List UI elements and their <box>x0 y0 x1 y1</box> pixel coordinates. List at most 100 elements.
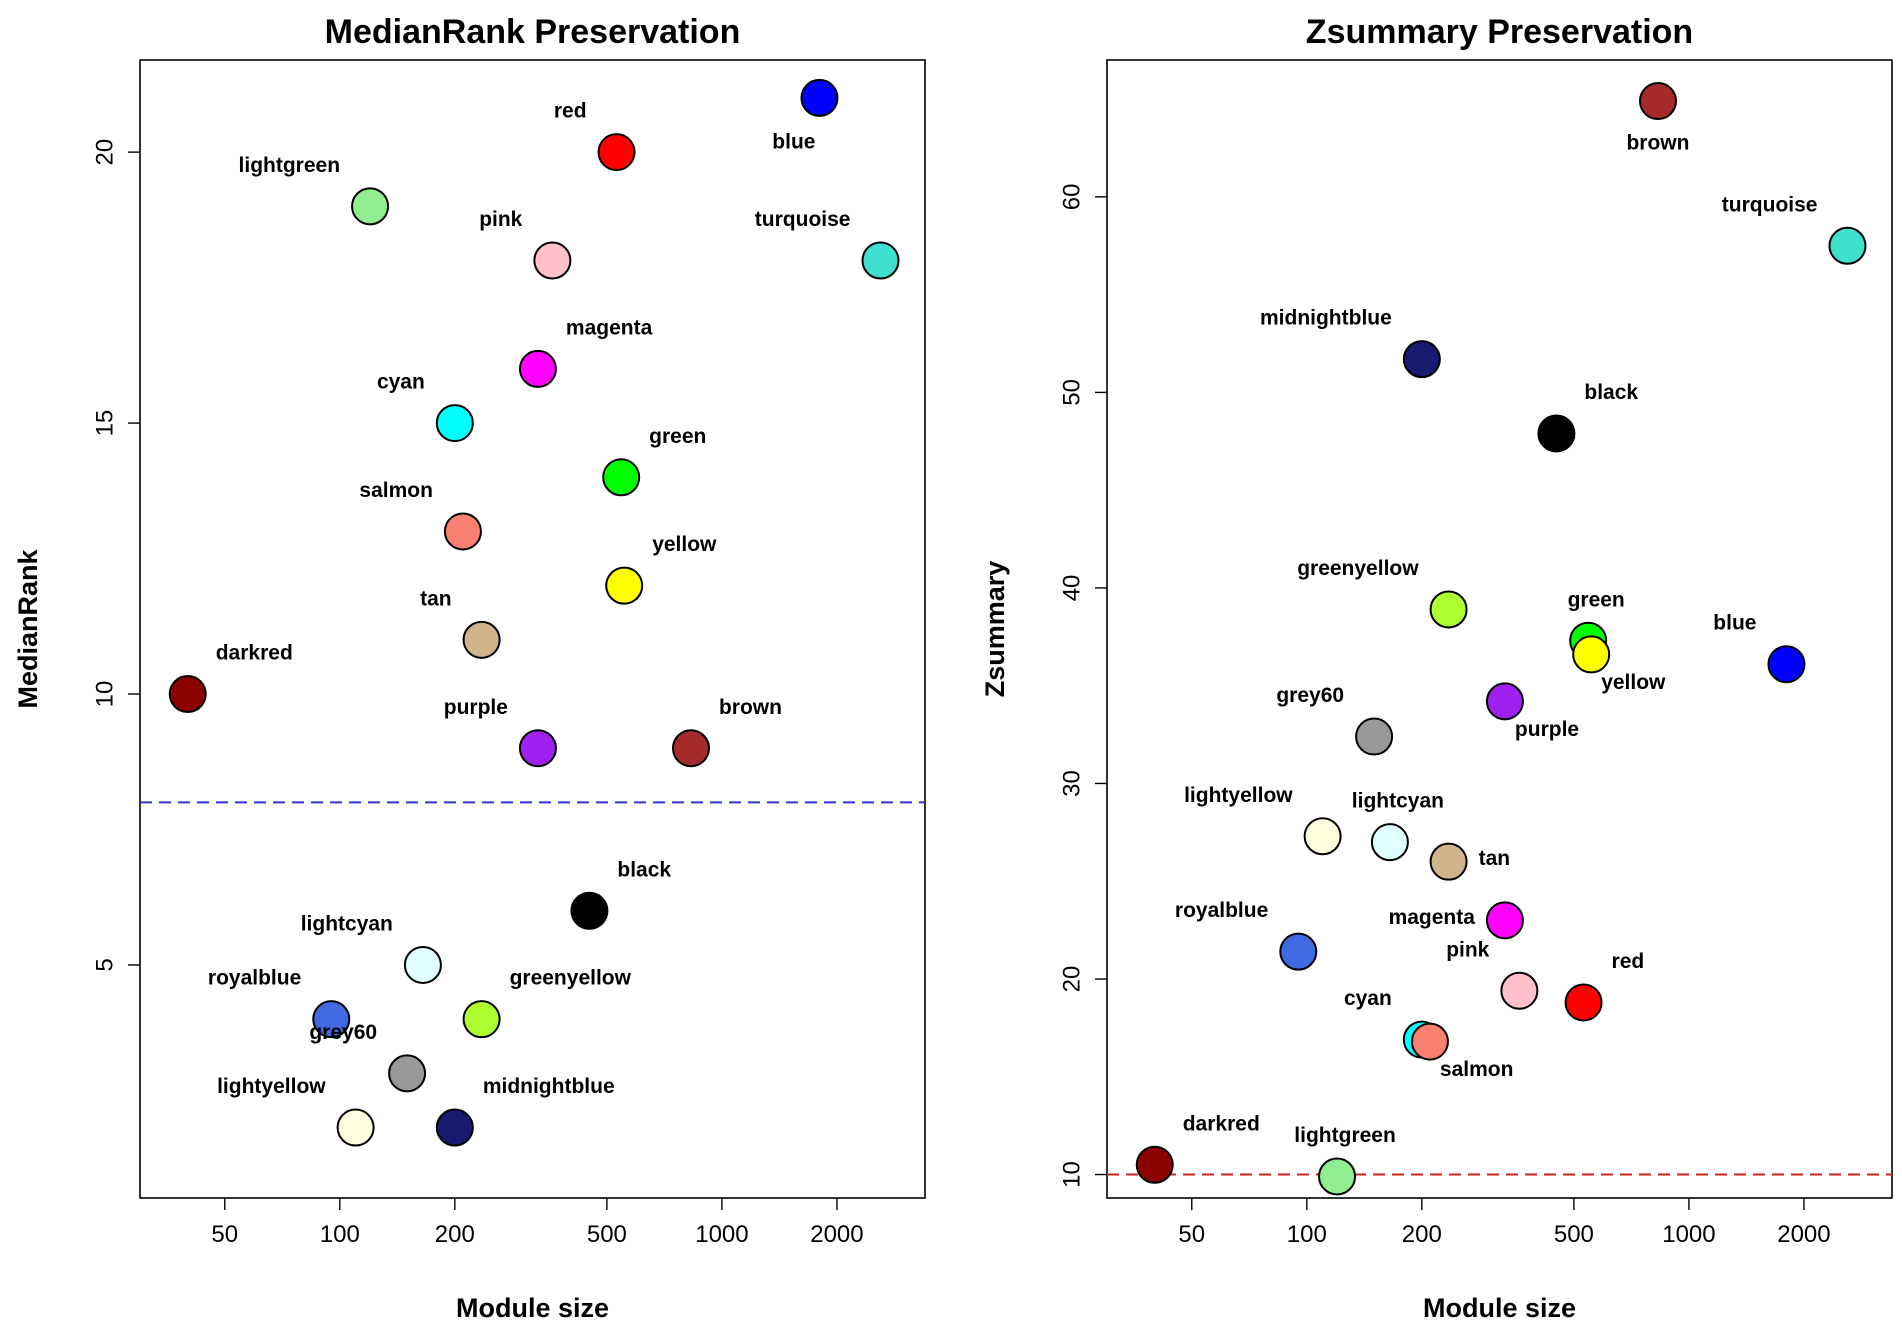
point-label-black: black <box>617 858 671 881</box>
y-tick-label: 20 <box>1058 966 1085 993</box>
chart-panel-1: MedianRank Preservation 50 100 200 500 1000 20… <box>13 13 926 1323</box>
y-tick-label: 60 <box>1058 184 1085 211</box>
point-label-tan: tan <box>1479 847 1511 870</box>
data-point-greenyellow <box>1429 590 1468 629</box>
data-point-midnightblue <box>435 1108 474 1147</box>
y-tick-label: 10 <box>91 681 118 708</box>
point-label-grey60: grey60 <box>1276 684 1344 707</box>
y-axis-label: Zsummary <box>980 561 1010 698</box>
point-label-lightyellow: lightyellow <box>217 1075 326 1098</box>
data-point-grey60 <box>388 1054 427 1093</box>
point-label-royalblue: royalblue <box>208 967 301 990</box>
data-point-salmon <box>1410 1022 1449 1061</box>
point-label-darkred: darkred <box>1183 1112 1260 1135</box>
data-point-pink <box>1500 971 1539 1010</box>
plot-frame <box>139 59 926 1199</box>
plot-frame <box>1106 59 1893 1199</box>
x-tick-label: 500 <box>587 1221 627 1248</box>
data-point-purple <box>518 729 557 768</box>
data-point-lightgreen <box>351 187 390 226</box>
point-label-darkred: darkred <box>216 642 293 665</box>
point-label-red: red <box>554 100 587 123</box>
data-point-royalblue <box>312 1000 351 1039</box>
y-tick-label: 10 <box>1058 1161 1085 1188</box>
data-point-lightyellow <box>1303 817 1342 856</box>
data-point-lightyellow <box>336 1108 375 1147</box>
point-label-greenyellow: greenyellow <box>510 967 632 990</box>
point-label-turquoise: turquoise <box>755 208 851 231</box>
x-tick-label: 100 <box>1287 1221 1327 1248</box>
point-label-salmon: salmon <box>359 479 433 502</box>
x-tick-label: 100 <box>320 1221 360 1248</box>
y-axis-label: MedianRank <box>13 549 43 709</box>
chart-title: MedianRank Preservation <box>325 13 741 51</box>
point-label-red: red <box>1612 950 1645 973</box>
point-label-magenta: magenta <box>566 316 653 339</box>
y-tick-label: 20 <box>91 139 118 166</box>
point-label-brown: brown <box>1626 132 1689 155</box>
point-label-midnightblue: midnightblue <box>483 1075 615 1098</box>
y-tick-label: 30 <box>1058 770 1085 797</box>
point-label-pink: pink <box>1446 938 1489 961</box>
point-label-cyan: cyan <box>1344 987 1392 1010</box>
data-point-red <box>597 133 636 172</box>
x-tick-label: 50 <box>211 1221 238 1248</box>
y-tick-label: 50 <box>1058 379 1085 406</box>
x-tick-label: 1000 <box>695 1221 748 1248</box>
x-axis-label: Module size <box>1423 1293 1576 1323</box>
data-point-red <box>1564 983 1603 1022</box>
data-point-tan <box>1429 842 1468 881</box>
point-label-green: green <box>1568 588 1625 611</box>
x-axis-label: Module size <box>456 1293 609 1323</box>
point-label-lightcyan: lightcyan <box>301 913 393 936</box>
x-tick-label: 200 <box>435 1221 475 1248</box>
x-tick-label: 2000 <box>810 1221 863 1248</box>
data-point-lightcyan <box>1370 823 1409 862</box>
point-label-greenyellow: greenyellow <box>1297 557 1419 580</box>
point-label-purple: purple <box>1515 718 1579 741</box>
point-label-blue: blue <box>772 130 815 153</box>
data-point-brown <box>1638 82 1677 121</box>
data-point-tan <box>462 620 501 659</box>
data-point-pink <box>533 241 572 280</box>
data-point-black <box>1537 414 1576 453</box>
data-point-midnightblue <box>1402 340 1441 379</box>
data-point-yellow <box>605 566 644 605</box>
data-point-cyan <box>435 404 474 443</box>
data-point-greenyellow <box>462 1000 501 1039</box>
point-label-yellow: yellow <box>1601 671 1666 694</box>
chart-title: Zsummary Preservation <box>1306 13 1693 51</box>
x-tick-label: 2000 <box>1777 1221 1830 1248</box>
point-label-brown: brown <box>719 696 782 719</box>
data-point-salmon <box>443 512 482 551</box>
point-label-blue: blue <box>1713 612 1756 635</box>
point-label-midnightblue: midnightblue <box>1260 307 1392 330</box>
x-tick-label: 200 <box>1402 1221 1442 1248</box>
y-tick-label: 15 <box>91 410 118 437</box>
data-point-darkred <box>1135 1145 1174 1184</box>
x-tick-label: 50 <box>1178 1221 1205 1248</box>
x-tick-label: 1000 <box>1662 1221 1715 1248</box>
x-tick-label: 500 <box>1554 1221 1594 1248</box>
data-point-darkred <box>168 675 207 714</box>
data-point-yellow <box>1572 635 1611 674</box>
point-label-cyan: cyan <box>377 371 425 394</box>
point-label-lightyellow: lightyellow <box>1184 784 1293 807</box>
point-label-lightgreen: lightgreen <box>239 154 341 177</box>
data-point-royalblue <box>1279 932 1318 971</box>
point-label-royalblue: royalblue <box>1175 899 1268 922</box>
data-point-blue <box>1767 645 1806 684</box>
y-tick-label: 5 <box>91 958 118 971</box>
data-point-black <box>570 891 609 930</box>
point-label-magenta: magenta <box>1389 906 1476 929</box>
point-label-yellow: yellow <box>652 533 717 556</box>
point-label-turquoise: turquoise <box>1722 193 1818 216</box>
chart-panel-2: Zsummary Preservation 50 100 200 500 1000 2000… <box>980 13 1893 1323</box>
data-point-magenta <box>1485 901 1524 940</box>
data-point-blue <box>800 78 839 117</box>
point-label-tan: tan <box>420 587 452 610</box>
point-label-black: black <box>1584 381 1638 404</box>
data-point-lightgreen <box>1318 1157 1357 1196</box>
point-label-lightgreen: lightgreen <box>1294 1124 1396 1147</box>
